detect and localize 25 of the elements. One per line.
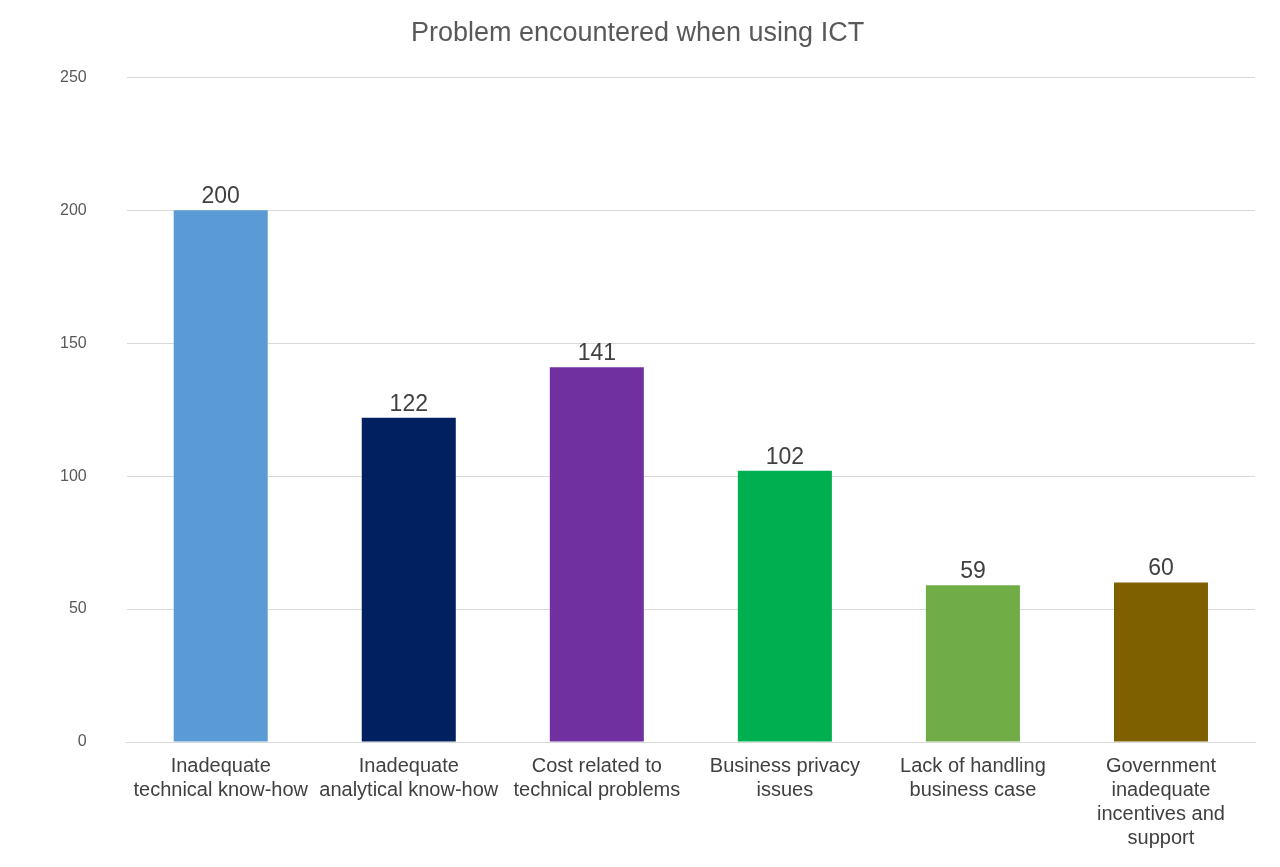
- bar: [737, 470, 832, 742]
- data-label: 200: [201, 182, 240, 209]
- bar: [925, 585, 1020, 742]
- y-tick-label: 100: [59, 466, 87, 484]
- chart-title: Problem encountered when using ICT: [410, 16, 865, 47]
- x-tick-label: Government inadequate incentives and support: [1097, 753, 1225, 848]
- bar: [1113, 582, 1208, 742]
- y-tick-label: 0: [77, 732, 87, 750]
- data-label: 141: [577, 339, 617, 366]
- x-tick-label: Cost related to technical problems: [513, 753, 681, 800]
- x-tick-label: Inadequate analytical know-how: [319, 753, 499, 800]
- x-tick-label: Business privacy issues: [709, 753, 860, 800]
- y-tick-label: 150: [59, 333, 87, 351]
- data-label: 102: [765, 442, 805, 469]
- data-label: 122: [389, 389, 428, 416]
- x-tick-label: Inadequate technical know-how: [133, 753, 309, 800]
- bar: [361, 417, 456, 742]
- data-label: 60: [1148, 554, 1174, 581]
- x-tick-label: Lack of handling business case: [900, 753, 1046, 800]
- y-tick-label: 250: [59, 67, 87, 85]
- y-tick-label: 200: [59, 200, 87, 218]
- data-label: 59: [960, 557, 986, 583]
- bar: [549, 367, 644, 742]
- bar: [173, 210, 268, 742]
- y-tick-label: 50: [68, 599, 87, 617]
